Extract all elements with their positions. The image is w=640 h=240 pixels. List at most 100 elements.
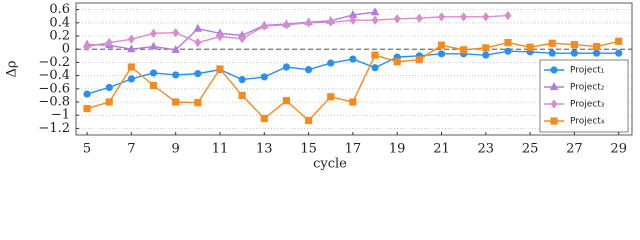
marker bbox=[615, 49, 623, 57]
marker bbox=[193, 23, 203, 32]
x-tick-label: 23 bbox=[478, 142, 495, 157]
marker bbox=[238, 91, 246, 99]
marker bbox=[304, 116, 313, 125]
marker bbox=[393, 58, 401, 66]
marker bbox=[349, 98, 357, 106]
x-tick-label: 11 bbox=[212, 142, 229, 157]
x-axis-label: cycle bbox=[313, 157, 347, 172]
marker bbox=[482, 44, 490, 52]
marker bbox=[592, 49, 601, 57]
legend-label: Project₂ bbox=[570, 83, 605, 93]
marker bbox=[437, 50, 446, 58]
marker bbox=[216, 65, 224, 73]
plot-frame bbox=[75, 2, 633, 136]
y-axis-label: Δρ bbox=[5, 60, 20, 77]
marker bbox=[415, 13, 423, 23]
marker bbox=[282, 97, 291, 105]
marker bbox=[105, 98, 113, 106]
marker bbox=[327, 17, 335, 27]
series-line bbox=[87, 11, 376, 51]
marker bbox=[149, 41, 158, 50]
marker bbox=[194, 37, 202, 48]
y-tick-label: 0 bbox=[62, 42, 70, 57]
marker bbox=[482, 12, 490, 22]
marker bbox=[238, 33, 246, 44]
x-tick-label: 5 bbox=[83, 142, 91, 157]
marker bbox=[83, 105, 91, 113]
marker bbox=[415, 56, 423, 64]
y-tick-label: −0.6 bbox=[38, 81, 70, 96]
y-tick-label: 0.4 bbox=[49, 15, 70, 30]
x-tick-label: 21 bbox=[433, 142, 450, 157]
marker bbox=[172, 98, 180, 106]
marker bbox=[282, 20, 290, 30]
marker bbox=[550, 66, 558, 74]
marker bbox=[83, 90, 91, 98]
marker bbox=[504, 39, 512, 47]
marker bbox=[149, 81, 158, 90]
marker bbox=[127, 44, 136, 53]
y-tick-label: −1 bbox=[51, 108, 70, 123]
marker bbox=[150, 28, 158, 39]
x-tick-label: 13 bbox=[256, 142, 273, 157]
legend-label: Project₄ bbox=[570, 117, 605, 127]
marker bbox=[171, 45, 180, 53]
x-tick-label: 17 bbox=[345, 142, 362, 157]
marker bbox=[460, 12, 468, 22]
y-tick-label: −0.2 bbox=[38, 55, 70, 70]
marker bbox=[550, 99, 558, 109]
marker bbox=[304, 66, 313, 74]
marker bbox=[371, 15, 379, 25]
x-tick-label: 29 bbox=[610, 142, 627, 157]
y-tick-label: −0.4 bbox=[38, 68, 70, 83]
marker bbox=[127, 63, 135, 71]
marker bbox=[238, 75, 246, 84]
marker bbox=[260, 21, 268, 31]
legend-label: Project₁ bbox=[570, 66, 605, 76]
x-tick-label: 7 bbox=[127, 142, 135, 157]
marker bbox=[127, 75, 135, 83]
marker bbox=[526, 43, 534, 51]
series-line bbox=[86, 40, 619, 122]
marker bbox=[327, 93, 335, 101]
marker bbox=[504, 47, 512, 55]
marker bbox=[504, 10, 512, 21]
marker bbox=[216, 31, 224, 42]
marker bbox=[105, 83, 113, 92]
marker bbox=[149, 69, 158, 77]
marker bbox=[592, 42, 601, 51]
marker bbox=[282, 63, 291, 71]
marker bbox=[570, 49, 579, 57]
x-tick-label: 27 bbox=[566, 142, 583, 157]
legend-label: Project₃ bbox=[570, 100, 605, 110]
y-tick-label: 0.6 bbox=[49, 2, 70, 17]
y-tick-label: 0.2 bbox=[49, 29, 70, 44]
marker bbox=[548, 49, 556, 57]
marker bbox=[172, 71, 180, 79]
marker bbox=[371, 64, 379, 72]
marker bbox=[327, 59, 335, 67]
x-tick-label: 9 bbox=[172, 142, 180, 157]
marker bbox=[437, 41, 446, 49]
marker bbox=[370, 7, 380, 16]
chart: cycle Δρ 0.60.40.20−0.2−0.4−0.6−0.8−1−1.… bbox=[5, 2, 633, 172]
marker bbox=[105, 37, 113, 48]
marker bbox=[615, 37, 623, 45]
x-tick-label: 19 bbox=[389, 142, 406, 157]
marker bbox=[260, 73, 268, 81]
marker bbox=[172, 28, 180, 38]
marker bbox=[482, 51, 490, 59]
marker bbox=[349, 15, 357, 25]
marker bbox=[194, 99, 202, 107]
marker bbox=[550, 117, 558, 125]
marker bbox=[349, 55, 357, 63]
marker bbox=[127, 34, 135, 44]
marker bbox=[260, 114, 268, 123]
y-tick-label: −0.8 bbox=[38, 95, 70, 110]
marker bbox=[83, 41, 91, 52]
marker bbox=[549, 82, 559, 90]
marker bbox=[460, 46, 468, 54]
x-tick-label: 25 bbox=[522, 142, 539, 157]
marker bbox=[548, 39, 556, 47]
marker bbox=[194, 70, 202, 78]
